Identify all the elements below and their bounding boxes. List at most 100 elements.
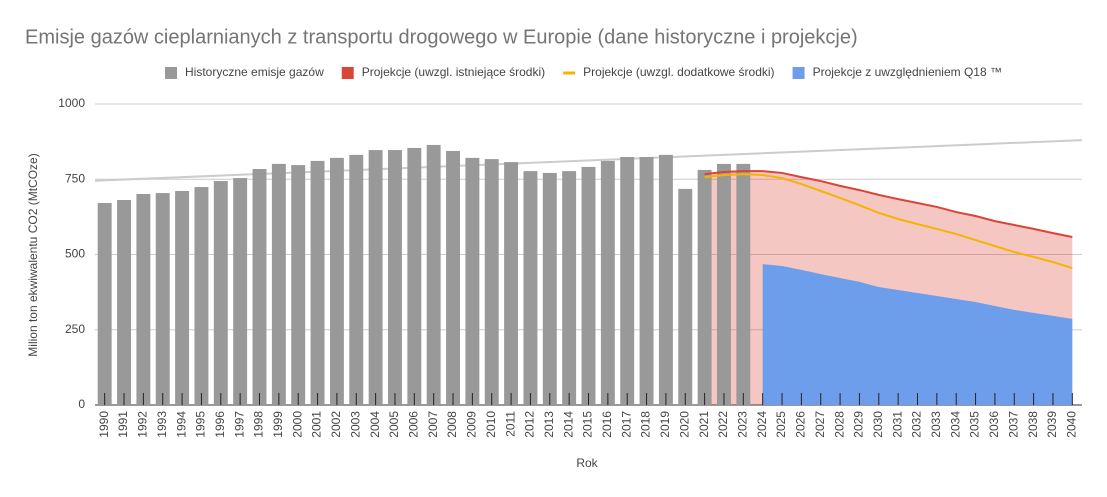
bar: [213, 181, 228, 405]
x-tick-label: 1999: [271, 411, 285, 438]
x-tick-label: 2027: [813, 411, 827, 438]
x-tick-label: 2028: [832, 411, 846, 438]
x-tick-label: 2005: [387, 411, 401, 438]
x-tick-label: 2014: [561, 411, 575, 438]
x-tick-label: 2031: [890, 411, 904, 438]
x-tick-label: 2021: [697, 411, 711, 438]
x-tick-label: 2008: [445, 411, 459, 438]
x-tick-label: 2025: [774, 411, 788, 438]
x-tick-label: 2039: [1045, 411, 1059, 438]
bar: [175, 190, 190, 405]
x-tick-label: 2001: [310, 411, 324, 438]
x-tick-label: 2034: [948, 411, 962, 438]
x-tick-label: 2013: [542, 411, 556, 438]
bar: [271, 163, 286, 405]
x-tick-label: 2022: [716, 411, 730, 438]
x-tick-label: 1998: [252, 411, 266, 438]
bar: [562, 171, 577, 405]
bar: [310, 160, 325, 405]
bar: [291, 165, 306, 405]
legend-item: Projekcje z uwzględnieniem Q18 ™: [792, 65, 1002, 79]
x-tick-label: 2029: [852, 411, 866, 438]
bar: [446, 150, 460, 405]
axis-layer: [104, 393, 1073, 405]
bars-layer: [97, 144, 751, 406]
x-tick-label: 2032: [910, 411, 924, 438]
legend-swatch: [792, 67, 805, 79]
area-layer: [704, 171, 1073, 405]
x-tick-label: 2002: [329, 411, 343, 438]
legend-swatch: [165, 67, 178, 79]
x-tick-label: 2023: [735, 411, 749, 438]
bar: [233, 178, 248, 405]
bar: [155, 193, 170, 405]
bar: [426, 144, 441, 405]
bar: [407, 147, 422, 406]
x-tick-label: 2012: [523, 411, 537, 438]
x-tick-label: 1994: [174, 411, 188, 438]
legend-label: Projekcje z uwzględnieniem Q18 ™: [813, 65, 1002, 79]
x-tick-label: 1996: [213, 411, 227, 438]
x-tick-label: 2038: [1026, 411, 1040, 438]
x-tick-label: 1991: [116, 411, 130, 438]
lines-layer: [704, 170, 1073, 269]
bar: [639, 156, 654, 405]
bar: [504, 162, 519, 405]
bar: [600, 160, 615, 405]
bar: [136, 193, 151, 405]
x-tick-label: 2026: [794, 411, 808, 438]
y-tick-label: 0: [78, 397, 85, 411]
x-tick-label: 2020: [677, 411, 691, 438]
bar: [523, 171, 538, 405]
x-tick-label: 2006: [406, 411, 420, 438]
bar: [620, 156, 635, 405]
area-edge: [704, 170, 1073, 239]
bar: [97, 203, 112, 405]
x-tick-label: 2009: [465, 411, 479, 438]
legend-label: Projekcje (uwzgl. dodatkowe środki): [583, 65, 774, 79]
x-tick-label: 1992: [136, 411, 150, 438]
x-tick-label: 2033: [929, 411, 943, 438]
y-tick-label: 500: [65, 247, 85, 261]
legend-swatch: [563, 71, 576, 75]
bar: [329, 157, 344, 405]
x-tick-label: 2007: [426, 411, 440, 438]
x-tick-label: 2018: [639, 411, 653, 438]
x-tick-label: 2040: [1064, 411, 1078, 438]
labels-layer: 0 250 500 750 1000 1990 1991 1992 1993 1994 1995 19…: [58, 65, 1078, 438]
x-tick-label: 2015: [581, 411, 595, 438]
bar: [484, 159, 499, 405]
x-axis-title: Rok: [576, 456, 598, 470]
chart-title: Emisje gazów cieplarnianych z transportu…: [25, 26, 858, 48]
bar: [697, 169, 712, 405]
bar: [678, 188, 693, 405]
x-tick-label: 1990: [97, 411, 111, 438]
bar: [117, 200, 131, 405]
legend-label: Historyczne emisje gazów: [185, 65, 324, 79]
x-tick-label: 2010: [484, 411, 498, 438]
x-tick-label: 1993: [155, 411, 169, 438]
x-tick-label: 2017: [619, 411, 633, 438]
x-tick-label: 2035: [968, 411, 982, 438]
bar: [465, 157, 480, 405]
x-tick-label: 2000: [290, 411, 304, 438]
x-tick-label: 2016: [600, 411, 614, 438]
bar: [388, 150, 402, 405]
x-tick-label: 2011: [503, 411, 517, 437]
x-tick-label: 2019: [658, 411, 672, 438]
x-tick-label: 2037: [1006, 411, 1020, 438]
y-axis-title: Milion ton ekwiwalentu CO2 (MtCOze): [26, 153, 40, 356]
legend-swatch: [341, 67, 354, 79]
y-tick-label: 750: [65, 171, 85, 185]
bar: [658, 154, 673, 405]
bar: [736, 163, 751, 405]
y-tick-label: 1000: [58, 96, 85, 110]
x-tick-label: 2036: [987, 411, 1001, 438]
bar: [349, 154, 364, 405]
bar: [581, 166, 596, 405]
legend-item: Projekcje (uwzgl. dodatkowe środki): [563, 65, 775, 79]
x-tick-label: 1997: [232, 411, 246, 438]
bar: [542, 172, 557, 405]
x-tick-label: 2003: [348, 411, 362, 438]
